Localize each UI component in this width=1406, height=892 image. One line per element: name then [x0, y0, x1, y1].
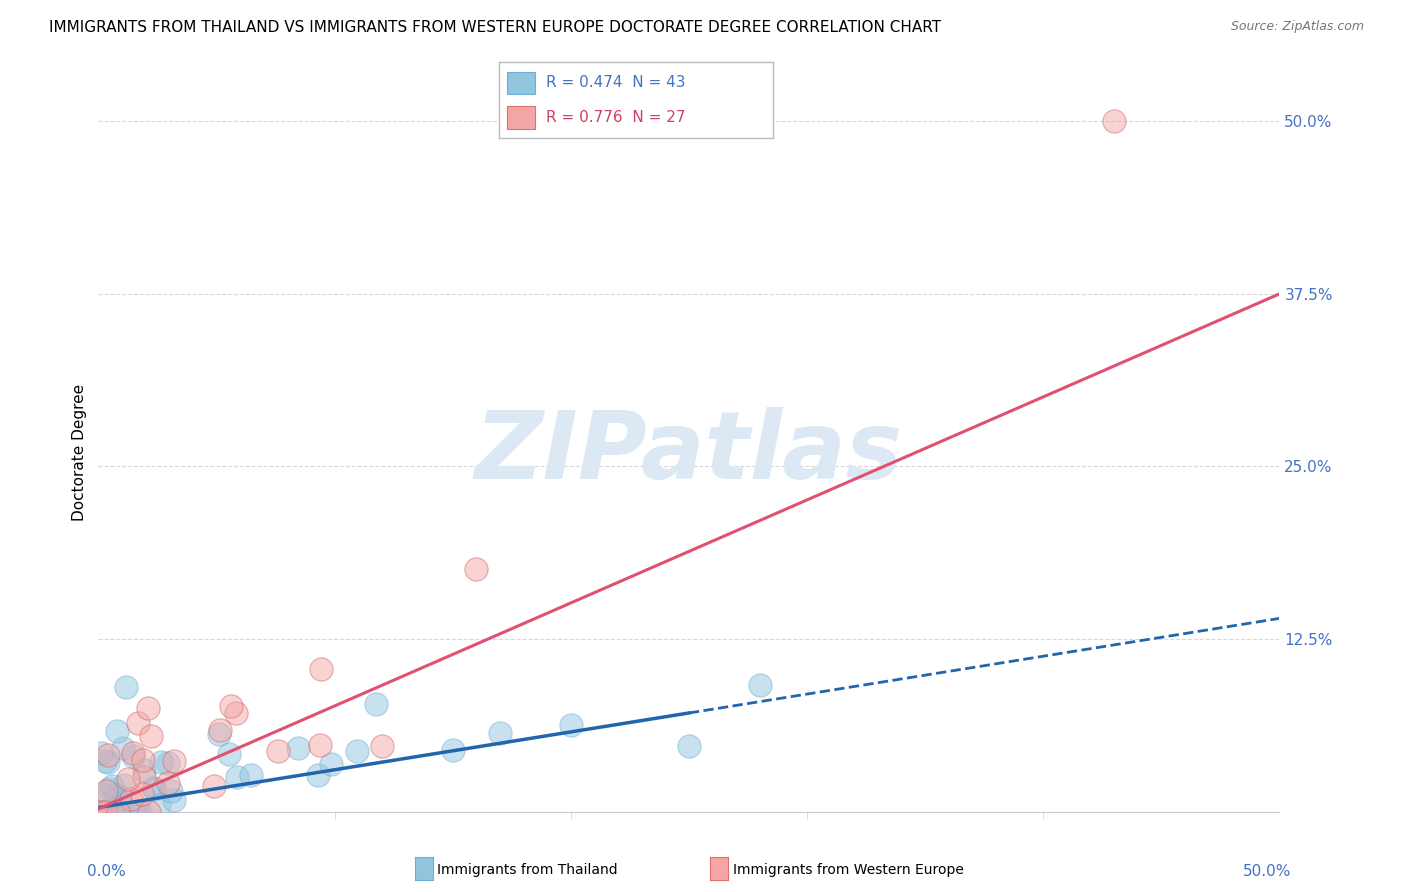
Text: Immigrants from Western Europe: Immigrants from Western Europe: [733, 863, 963, 877]
Point: [94, 805, 117, 819]
Point: [104, 788, 127, 802]
Point: [208, 723, 231, 737]
Point: [148, 798, 170, 813]
Point: [225, 706, 247, 720]
Point: [122, 748, 145, 763]
Point: [120, 792, 142, 806]
Point: [225, 770, 247, 784]
Point: [110, 796, 132, 810]
Point: [132, 764, 155, 778]
Text: 50.0%: 50.0%: [1243, 864, 1291, 880]
Point: [163, 793, 186, 807]
Point: [441, 743, 464, 757]
Text: R = 0.776  N = 27: R = 0.776 N = 27: [546, 111, 685, 125]
Point: [202, 779, 225, 793]
Text: Source: ZipAtlas.com: Source: ZipAtlas.com: [1230, 20, 1364, 33]
Point: [287, 741, 309, 756]
Point: [138, 805, 160, 819]
Point: [267, 743, 290, 757]
Point: [319, 757, 342, 772]
Point: [218, 747, 240, 761]
Point: [97, 748, 120, 763]
Point: [89, 805, 111, 819]
Point: [101, 779, 124, 793]
Point: [97, 755, 120, 769]
FancyBboxPatch shape: [508, 71, 534, 95]
Point: [96, 805, 118, 819]
Point: [156, 776, 179, 790]
Text: ZIPatlas: ZIPatlas: [475, 407, 903, 499]
Point: [90, 746, 112, 760]
Point: [101, 805, 124, 819]
Point: [346, 744, 368, 758]
Point: [465, 562, 488, 576]
Point: [107, 805, 129, 819]
Point: [139, 729, 162, 743]
Point: [132, 771, 155, 785]
Y-axis label: Doctorate Degree: Doctorate Degree: [72, 384, 87, 521]
Point: [91, 805, 114, 819]
Text: R = 0.474  N = 43: R = 0.474 N = 43: [546, 76, 685, 90]
Point: [143, 782, 166, 797]
Point: [157, 756, 180, 770]
Point: [131, 754, 153, 768]
Point: [112, 778, 135, 792]
Point: [160, 784, 183, 798]
Point: [219, 699, 242, 714]
Point: [127, 715, 149, 730]
Point: [124, 805, 146, 819]
Point: [115, 680, 138, 694]
Point: [366, 697, 388, 711]
Point: [208, 727, 231, 741]
Text: IMMIGRANTS FROM THAILAND VS IMMIGRANTS FROM WESTERN EUROPE DOCTORATE DEGREE CORR: IMMIGRANTS FROM THAILAND VS IMMIGRANTS F…: [49, 20, 942, 35]
Point: [489, 726, 512, 740]
Point: [117, 772, 139, 787]
Point: [108, 789, 131, 803]
Point: [678, 739, 700, 753]
Point: [308, 738, 330, 752]
Point: [98, 781, 121, 796]
Point: [136, 700, 159, 714]
Point: [309, 662, 332, 676]
Point: [162, 754, 184, 768]
Point: [149, 755, 172, 769]
Point: [143, 781, 166, 796]
Point: [94, 784, 117, 798]
Point: [131, 787, 153, 801]
Point: [111, 805, 134, 819]
Point: [112, 740, 135, 755]
Text: Immigrants from Thailand: Immigrants from Thailand: [437, 863, 617, 877]
Point: [128, 805, 150, 819]
Text: 0.0%: 0.0%: [87, 864, 125, 880]
Point: [371, 739, 394, 753]
Point: [105, 723, 128, 738]
Point: [122, 746, 145, 760]
Point: [1102, 114, 1125, 128]
Point: [560, 717, 582, 731]
Point: [122, 805, 145, 819]
FancyBboxPatch shape: [508, 106, 534, 129]
Point: [239, 767, 262, 781]
Point: [94, 755, 117, 769]
Point: [748, 678, 770, 692]
Point: [93, 788, 115, 802]
Point: [307, 768, 329, 782]
